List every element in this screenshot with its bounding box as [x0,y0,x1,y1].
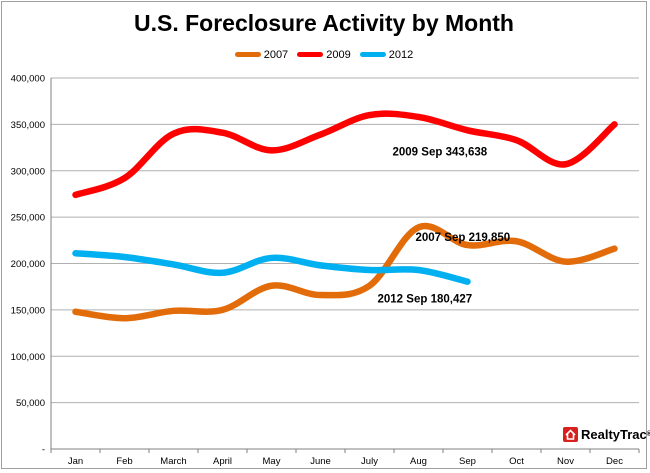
y-tick-label: 400,000 [11,74,45,85]
legend-item-2009: 2009 [297,48,351,61]
y-tick-label: 150,000 [11,305,45,316]
legend-swatch-2009 [297,52,324,57]
annotation-2009: 2009 Sep 343,638 [393,146,488,158]
chart-title: U.S. Foreclosure Activity by Month [134,10,514,36]
y-tick-label: 300,000 [11,166,45,177]
y-tick-label: - [42,445,45,456]
annotation-2007: 2007 Sep 219,850 [416,232,511,244]
legend-item-2007: 2007 [234,48,289,61]
legend-label-2007: 2007 [263,48,289,61]
y-tick-label: 200,000 [11,259,45,270]
legend-label-2009: 2009 [326,48,351,61]
y-tick-label: 100,000 [11,352,45,363]
y-tick-label: 350,000 [11,120,45,131]
logo-registered-mark: ® [646,431,650,438]
x-tick-label: Dec [606,456,623,467]
x-tick-label: Aug [410,456,427,467]
x-tick-label: Oct [509,456,524,467]
legend-swatch-2012 [359,52,386,57]
x-tick-label: Sep [459,456,476,467]
chart-legend: 2007 2009 2012 [2,48,646,61]
legend-label-2012: 2012 [388,48,414,61]
series-line-2012 [72,250,471,285]
x-tick-label: April [213,456,232,467]
x-tick-label: Nov [557,456,574,467]
series-line-2009 [72,110,618,199]
logo-text: RealtyTrac [581,427,647,442]
y-tick-label: 250,000 [11,213,45,224]
x-tick-label: Feb [116,456,132,467]
y-tick-label: 50,000 [16,398,45,409]
house-icon [563,427,578,442]
x-tick-label: July [361,456,378,467]
realtytrac-logo: RealtyTrac ® [563,427,650,442]
series-line-2007 [72,222,618,322]
chart-plot: - 50,000 100,000 150,000 200,000 250,000 300,0… [11,74,640,467]
legend-swatch-2007 [234,52,261,57]
x-tick-label: May [263,456,281,467]
x-tick-label: Jan [68,456,83,467]
x-tick-label: June [310,456,331,467]
annotation-2012: 2012 Sep 180,427 [378,294,473,306]
x-tick-label: March [160,456,186,467]
legend-item-2012: 2012 [359,48,414,61]
